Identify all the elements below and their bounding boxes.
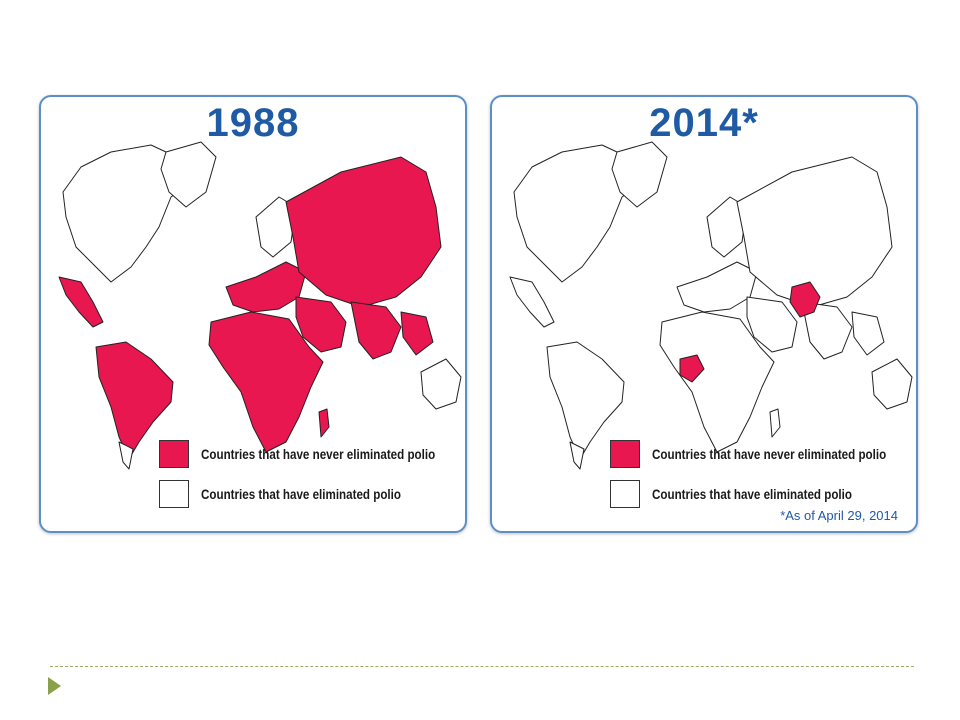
legend-row-never-eliminated: Countries that have never eliminated pol… [159,439,465,469]
legend-row-never-eliminated: Countries that have never eliminated pol… [610,439,916,469]
middle-east-region [295,296,347,353]
madagascar-region [318,408,330,438]
madagascar-region [769,408,781,438]
slide-divider [50,666,914,667]
legend-swatch-red [610,440,640,468]
slide-bullet-triangle-icon [48,677,61,695]
panel-title: 2014* [649,101,759,145]
patagonia-region [118,441,134,470]
mexico-region [58,276,104,328]
legend-label-never-eliminated: Countries that have never eliminated pol… [652,446,887,462]
russia-region [736,156,893,308]
south-asia-region [801,301,853,360]
scandinavia-region [706,196,748,258]
legend-label-never-eliminated: Countries that have never eliminated pol… [201,446,436,462]
europe-region [225,261,307,313]
south-america-region [95,341,174,460]
map-panel-2014: 2014* Countries that have never eliminat… [490,95,918,533]
legend-row-eliminated: Countries that have eliminated polio [159,479,434,509]
world-map-1988 [58,141,462,470]
south-america-region [546,341,625,460]
russia-region [285,156,442,308]
scandinavia-region [255,196,297,258]
world-map-2014 [509,141,913,470]
nigeria-region [679,354,705,383]
greenland-region [160,141,217,208]
australia-region [420,358,462,410]
patagonia-region [569,441,585,470]
map-panel-1988: 1988 Countries that have never eliminate… [39,95,467,533]
africa-region [208,311,324,453]
legend-label-eliminated: Countries that have eliminated polio [201,486,401,502]
legend-swatch-red [159,440,189,468]
legend-swatch-white [159,480,189,508]
southeast-asia-region [851,311,885,356]
legend-row-eliminated: Countries that have eliminated polio [610,479,885,509]
panel-title: 1988 [206,101,300,145]
north-america-region [62,144,192,283]
pakistan-afghanistan-region [789,281,821,318]
mexico-region [509,276,555,328]
southeast-asia-region [400,311,434,356]
south-asia-region [350,301,402,360]
footnote: *As of April 29, 2014 [780,508,898,523]
legend-label-eliminated: Countries that have eliminated polio [652,486,852,502]
north-america-region [513,144,643,283]
greenland-region [611,141,668,208]
europe-region [676,261,758,313]
middle-east-region [746,296,798,353]
africa-region [659,311,775,453]
australia-region [871,358,913,410]
legend-swatch-white [610,480,640,508]
